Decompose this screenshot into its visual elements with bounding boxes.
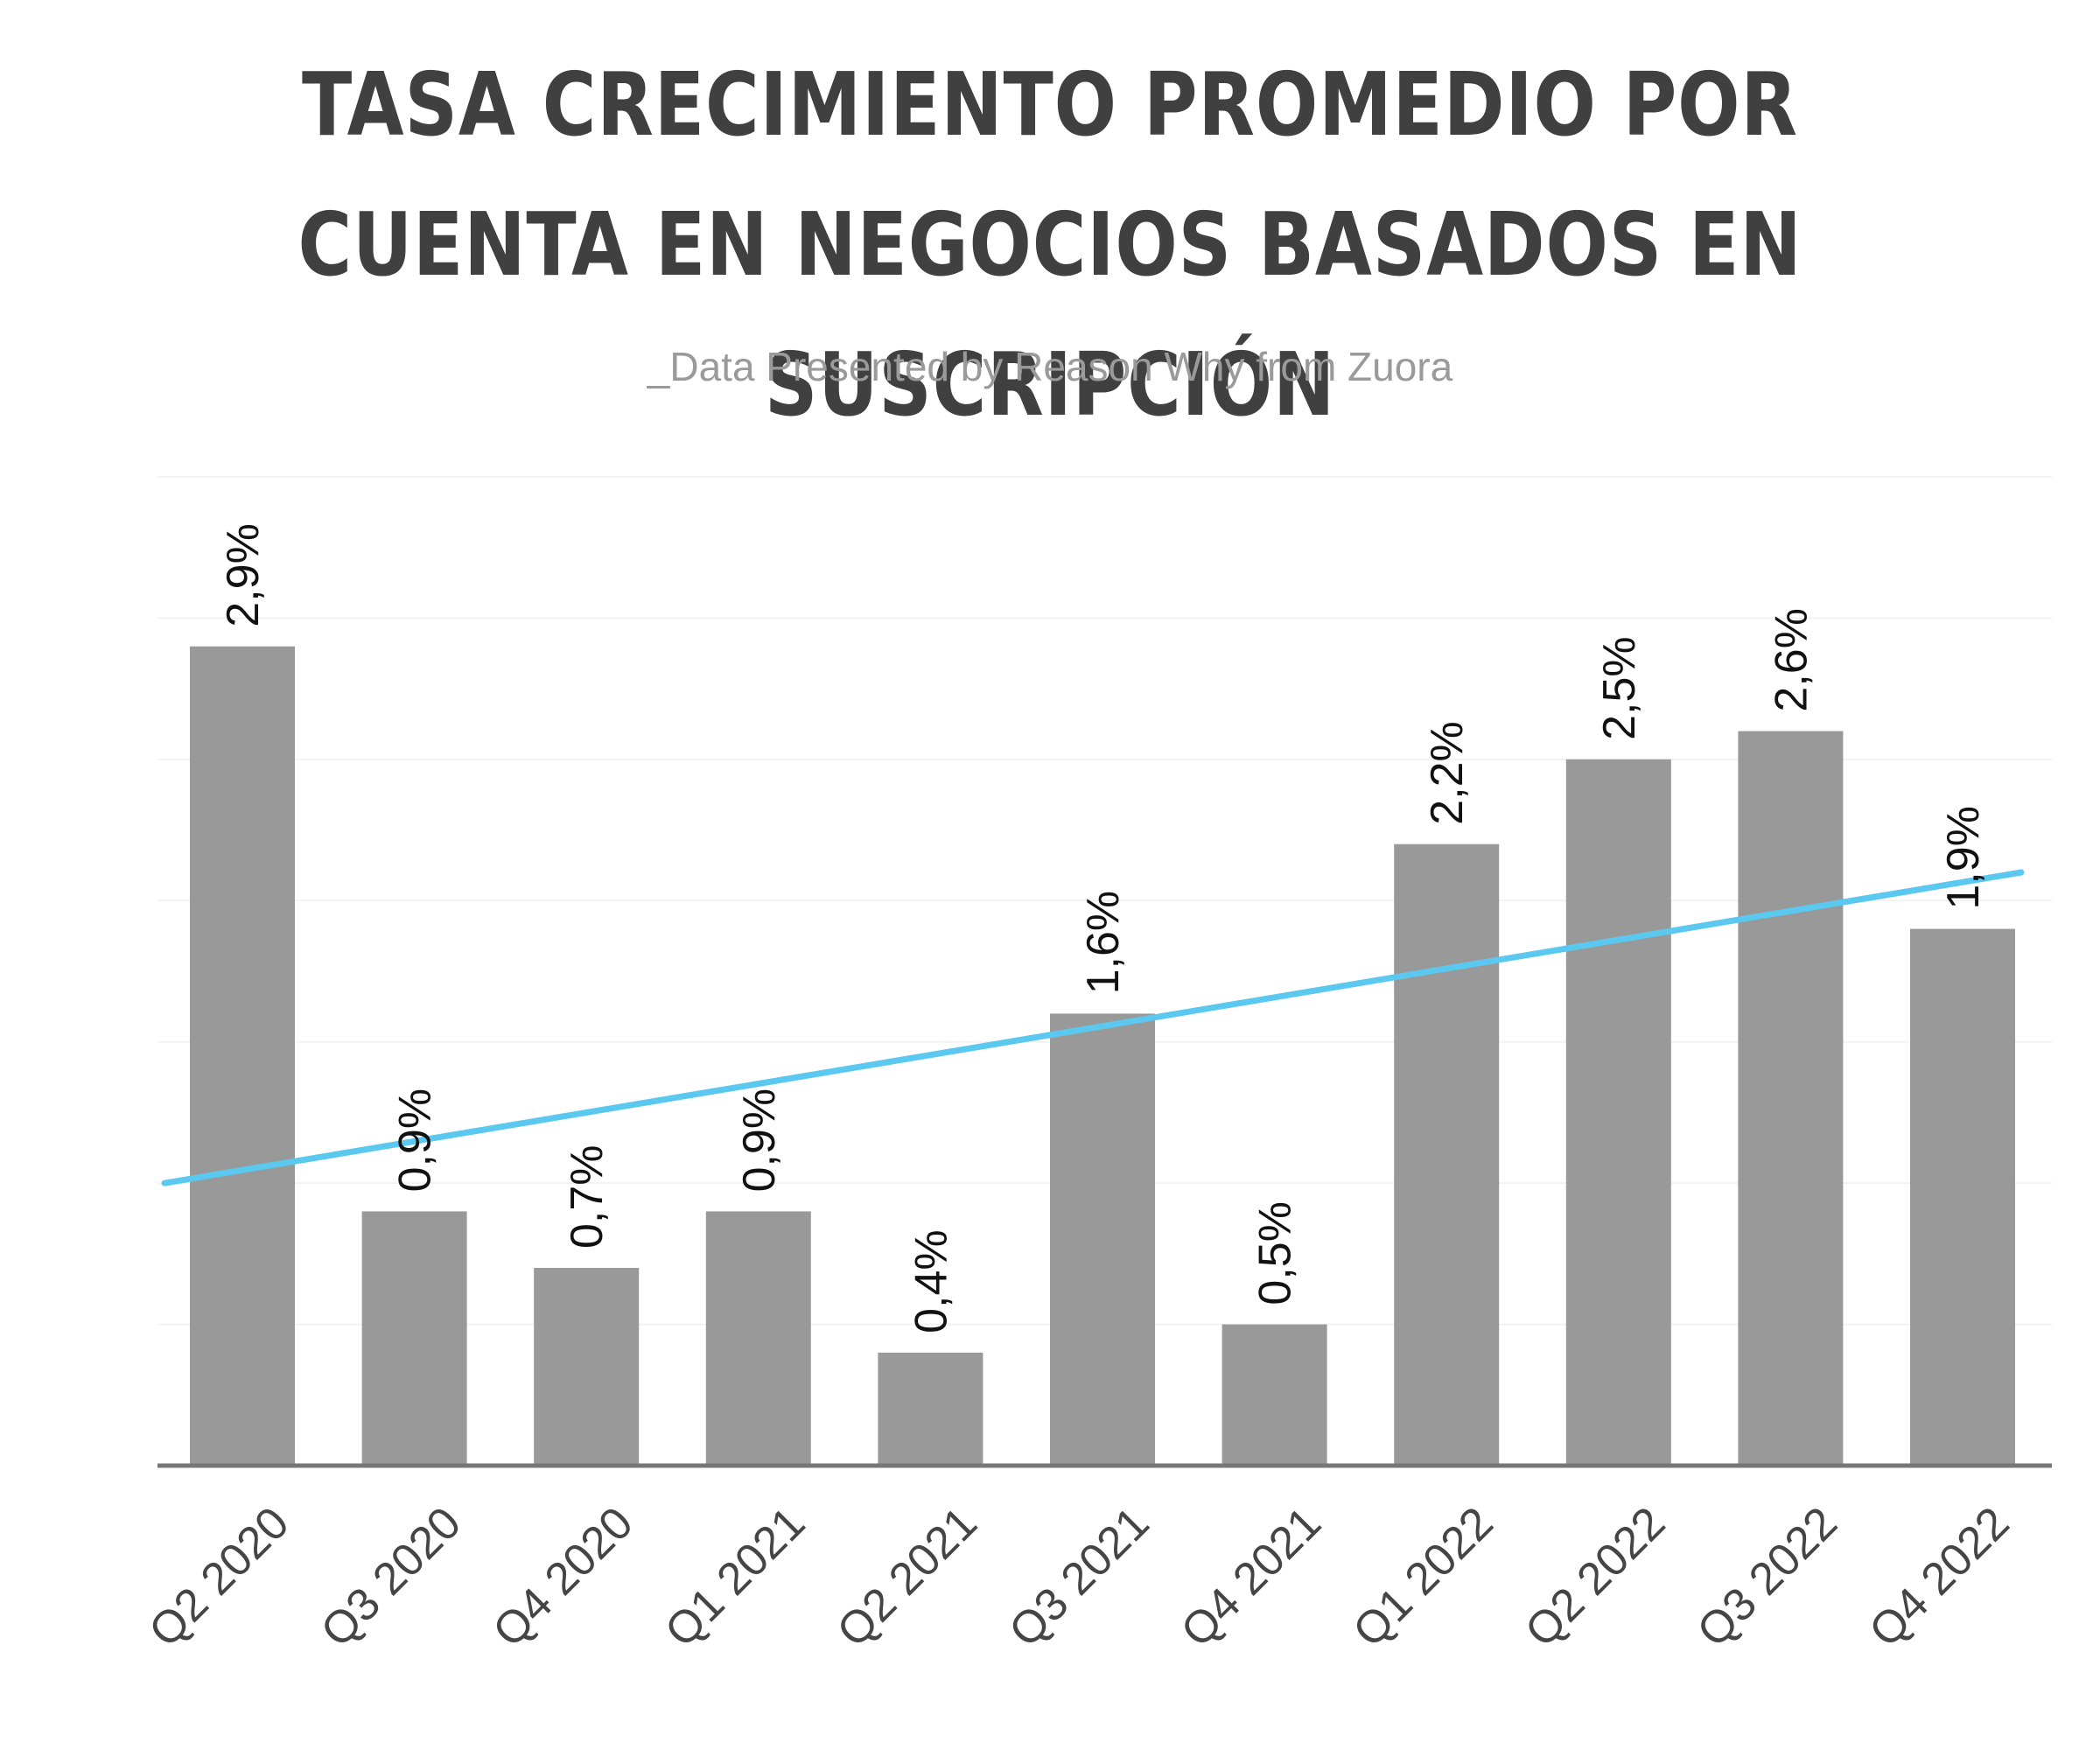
trendline-layer (161, 869, 2025, 1186)
data-label: 0,7% (562, 1144, 612, 1249)
x-tick-label: Q3 2020 (312, 1497, 471, 1656)
data-label: 0,4% (906, 1229, 956, 1334)
data-label: 1,9% (1938, 806, 1989, 910)
data-label: 2,6% (1766, 608, 1816, 712)
x-tick-label: Q2 2021 (828, 1497, 987, 1656)
bars (190, 646, 2015, 1466)
data-label: 2,2% (1422, 721, 1473, 825)
x-tick-label: Q3 2022 (1688, 1497, 1847, 1656)
data-label: 0,9% (734, 1088, 785, 1193)
bar (361, 1211, 467, 1466)
bar (1565, 759, 1671, 1466)
x-tick-label: Q3 2021 (999, 1497, 1158, 1656)
bar (1738, 731, 1844, 1466)
x-tick-label: Q2 2020 (139, 1497, 298, 1656)
bar (705, 1211, 811, 1466)
bar (878, 1352, 984, 1466)
x-tick-label: Q4 2020 (484, 1497, 643, 1656)
x-tick-label: Q2 2022 (1516, 1497, 1675, 1656)
data-label: 0,5% (1250, 1201, 1301, 1306)
x-tick-label: Q1 2021 (655, 1497, 815, 1656)
bar (1394, 844, 1500, 1466)
trendline (161, 869, 2025, 1186)
bar (1910, 928, 2015, 1466)
data-label: 1,6% (1078, 891, 1129, 995)
data-label: 0,9% (390, 1088, 441, 1193)
bar (190, 646, 295, 1466)
chart-subtitle: _Data Presented by Reason Why from Zuora (647, 344, 1453, 389)
bar (534, 1268, 640, 1466)
x-tick-label: Q4 2022 (1859, 1497, 2019, 1656)
x-tick-label: Q4 2021 (1172, 1497, 1331, 1656)
data-labels: 2,9% 0,9% 0,7% 0,9% 0,4% 1,6% 0,5% 2,2% 2,5% 2,6%… (218, 523, 1989, 1334)
data-label: 2,9% (218, 523, 269, 627)
bar (1222, 1324, 1327, 1466)
bar (1050, 1013, 1155, 1466)
x-tick-label: Q1 2022 (1344, 1497, 1503, 1656)
x-axis: Q2 2020 Q3 2020 Q4 2020 Q1 2021 Q2 2021 Q3 20… (139, 1463, 2052, 1657)
chart-title: TASA CRECIMIENTO PROMEDIO POR CUENTA EN … (298, 53, 1802, 436)
data-label: 2,5% (1594, 636, 1645, 740)
